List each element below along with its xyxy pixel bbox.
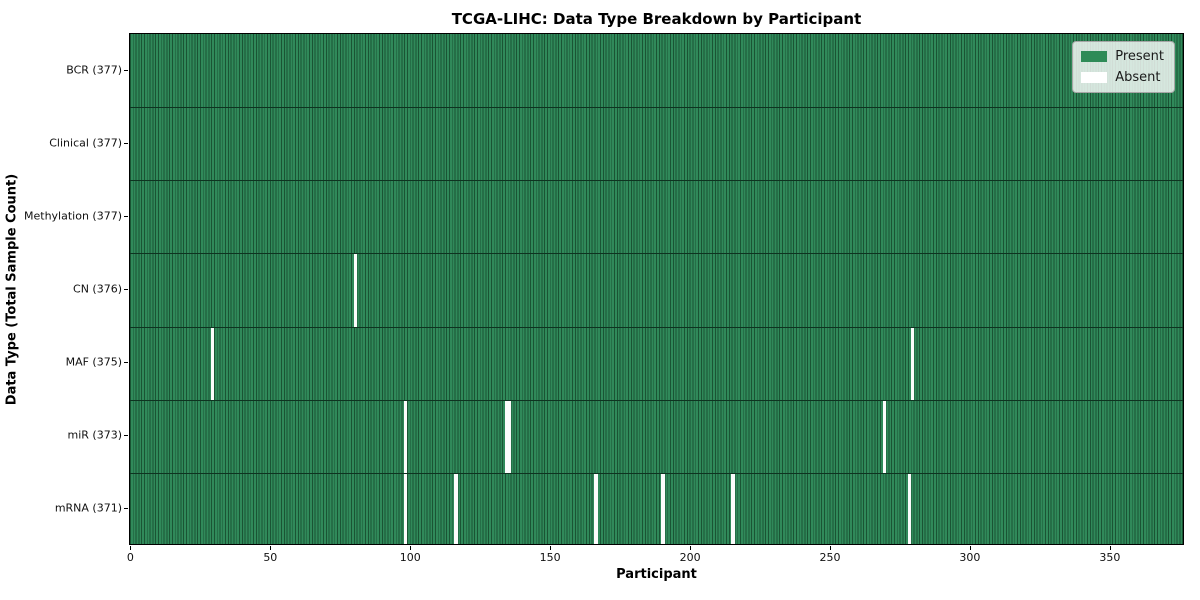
y-tick-mark-miR	[124, 435, 128, 437]
absent-cell-miR-135	[507, 400, 511, 473]
y-tick-label-BCR: BCR (377)	[66, 63, 122, 77]
y-tick-mark-Clinical	[124, 142, 128, 144]
y-tick-mark-CN	[124, 289, 128, 290]
x-tick-mark-200	[690, 546, 692, 550]
absent-cell-CN-80	[353, 254, 357, 327]
row-band-miR	[130, 399, 1183, 473]
legend-label: Present	[1115, 49, 1164, 64]
y-tick-label-mRNA: mRNA (371)	[54, 501, 122, 515]
legend-entry-absent: Absent	[1081, 70, 1164, 85]
y-tick-label-Clinical: Clinical (377)	[49, 136, 122, 150]
x-tick-label-150: 150	[539, 551, 561, 564]
chart-title: TCGA-LIHC: Data Type Breakdown by Partic…	[451, 10, 862, 28]
absent-cell-mRNA-166	[594, 473, 598, 544]
x-tick-label-0: 0	[126, 551, 134, 564]
y-tick-mark-MAF	[124, 362, 128, 364]
absent-cell-miR-98	[404, 400, 408, 473]
y-tick-label-MAF: MAF (375)	[65, 355, 122, 369]
x-tick-label-50: 50	[263, 551, 278, 564]
x-tick-mark-350	[1109, 546, 1111, 550]
y-tick-mark-BCR	[124, 69, 128, 71]
row-band-Methylation	[130, 180, 1183, 253]
y-tick-mark-mRNA	[124, 508, 128, 510]
row-band-MAF	[130, 326, 1183, 400]
x-tick-mark-100	[410, 546, 412, 550]
absent-swatch-icon	[1081, 72, 1108, 83]
x-tick-mark-0	[130, 546, 132, 550]
row-band-mRNA	[130, 472, 1183, 544]
absent-cell-mRNA-278	[907, 473, 911, 544]
x-tick-label-350: 350	[1099, 551, 1121, 564]
absent-cell-miR-134	[504, 400, 508, 473]
legend-entry-present: Present	[1081, 49, 1164, 64]
x-axis-label: Participant	[616, 567, 697, 582]
y-tick-mark-Methylation	[124, 215, 128, 217]
row-band-Clinical	[130, 107, 1183, 180]
x-tick-mark-250	[830, 546, 831, 550]
x-tick-label-250: 250	[819, 551, 841, 564]
legend-label: Absent	[1115, 70, 1161, 85]
absent-cell-mRNA-215	[731, 473, 735, 544]
absent-cell-mRNA-98	[404, 473, 408, 544]
absent-cell-mRNA-116	[454, 473, 458, 544]
absent-cell-MAF-279	[910, 327, 914, 400]
x-tick-label-200: 200	[679, 551, 701, 564]
absent-cell-miR-269	[882, 400, 886, 473]
absent-cell-MAF-29	[210, 327, 215, 400]
y-axis-label: Data Type (Total Sample Count)	[4, 173, 20, 406]
row-band-CN	[130, 253, 1183, 327]
present-swatch-icon	[1081, 51, 1108, 62]
x-tick-label-100: 100	[399, 551, 421, 564]
x-tick-mark-50	[270, 546, 272, 550]
y-tick-label-miR: miR (373)	[67, 428, 123, 442]
row-band-BCR	[130, 34, 1183, 107]
plot-area: Present Absent	[129, 33, 1184, 545]
x-tick-mark-300	[969, 546, 971, 550]
x-tick-label-300: 300	[959, 551, 981, 564]
absent-cell-mRNA-190	[661, 473, 665, 544]
y-tick-label-CN: CN (376)	[73, 282, 122, 296]
y-tick-label-Methylation: Methylation (377)	[24, 209, 122, 223]
x-tick-mark-150	[550, 546, 552, 550]
legend: Present Absent	[1072, 41, 1175, 93]
